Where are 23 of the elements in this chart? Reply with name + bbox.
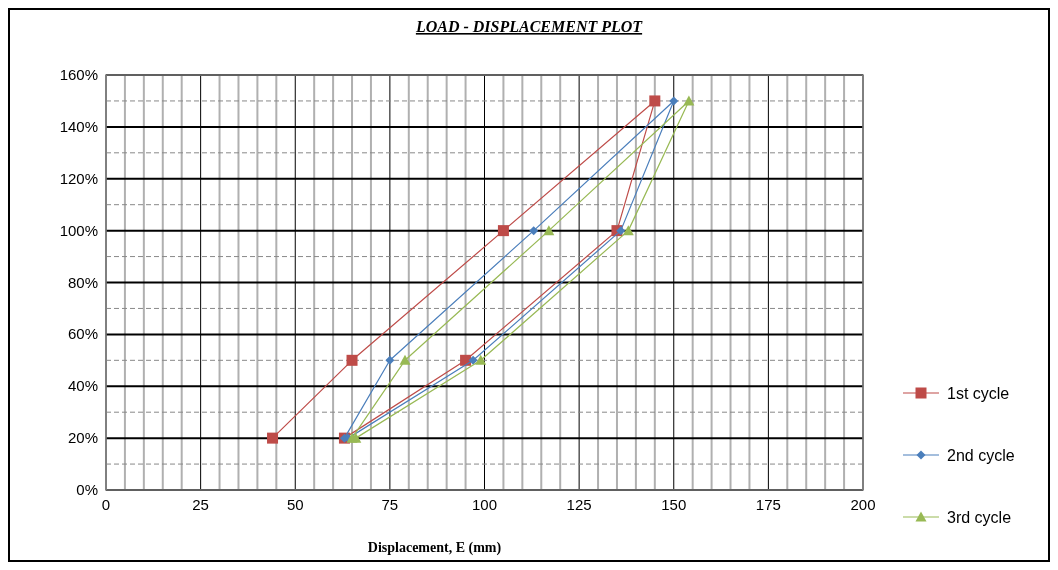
legend-label: 1st cycle bbox=[947, 385, 1010, 402]
y-tick-label: 60% bbox=[67, 325, 98, 343]
x-tick-label: 0 bbox=[101, 496, 111, 513]
y-tick-label: 40% bbox=[67, 377, 98, 395]
y-tick-label: 80% bbox=[67, 273, 98, 291]
legend-label: 2nd cycle bbox=[947, 447, 1015, 464]
x-tick-label: 25 bbox=[192, 496, 209, 513]
x-tick-label: 200 bbox=[850, 496, 876, 513]
x-tick-label: 75 bbox=[381, 496, 399, 513]
y-tick-label: 20% bbox=[67, 429, 98, 447]
y-tick-label: 120% bbox=[59, 169, 98, 187]
x-axis-title: Displacement, E (mm) bbox=[367, 540, 502, 556]
x-tick-label: 100 bbox=[471, 496, 498, 513]
y-tick-label: 100% bbox=[59, 221, 98, 239]
x-tick-label: 175 bbox=[755, 496, 781, 513]
x-tick-label: 150 bbox=[661, 496, 687, 513]
y-tick-label: 0% bbox=[76, 481, 98, 498]
legend-label: 3rd cycle bbox=[947, 509, 1012, 526]
x-tick-label: 50 bbox=[286, 496, 304, 513]
x-tick-label: 125 bbox=[566, 496, 592, 513]
y-tick-label: 140% bbox=[59, 117, 98, 135]
chart-title: LOAD - DISPLACEMENT PLOT bbox=[414, 18, 644, 35]
y-tick-label: 160% bbox=[59, 66, 98, 83]
